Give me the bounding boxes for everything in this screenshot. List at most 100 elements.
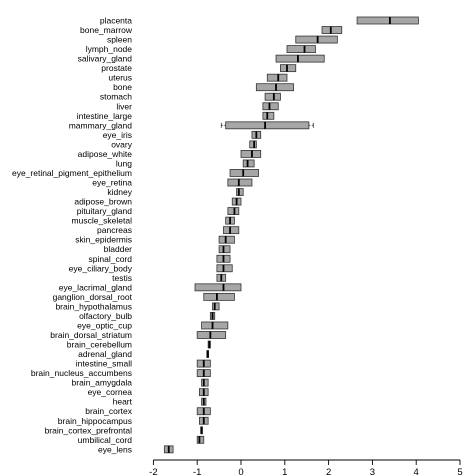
iqr-box (227, 207, 240, 216)
category-label: eye_lacrimal_gland (59, 282, 133, 292)
category-label: olfactory_bulb (79, 311, 132, 321)
category-label: adrenal_gland (78, 349, 132, 359)
iqr-box (262, 111, 275, 120)
iqr-box (264, 92, 281, 101)
box-bone (255, 83, 294, 92)
category-label: mammary_gland (69, 120, 133, 130)
category-label: bone (113, 82, 132, 92)
box-intestine_small (196, 359, 211, 368)
box-heart (201, 397, 207, 406)
box-eye_iris (251, 130, 262, 139)
iqr-box (216, 264, 233, 273)
box-brain_hypothalamus (212, 302, 220, 311)
category-label: brain_cortex_prefrontal (45, 425, 133, 435)
category-label: skin_epidermis (75, 235, 132, 245)
iqr-box (286, 45, 316, 53)
box-prostate (280, 64, 297, 73)
iqr-box (236, 188, 244, 196)
category-label: pancreas (97, 225, 132, 235)
category-label: bone_marrow (80, 25, 133, 35)
category-label: adipose_brown (74, 197, 132, 207)
category-label: stomach (100, 92, 132, 102)
category-label: lung (116, 158, 132, 168)
iqr-box (223, 226, 240, 235)
iqr-box (203, 292, 235, 301)
category-label: ovary (111, 139, 133, 149)
category-label: brain_dorsal_striatum (50, 330, 132, 340)
iqr-box (240, 150, 262, 158)
category-label: muscle_skeletal (72, 216, 133, 226)
box-umbilical_cord (196, 435, 205, 444)
box-brain_cortex_prefrontal (200, 426, 203, 435)
iqr-box (249, 140, 257, 149)
box-spleen (295, 35, 338, 44)
box-brain_dorsal_striatum (196, 331, 227, 339)
category-label: eye_lens (98, 444, 132, 454)
category-label: placenta (100, 16, 132, 26)
box-spinal_cord (216, 254, 231, 263)
iqr-box (275, 54, 325, 63)
category-label: pituitary_gland (77, 206, 133, 216)
box-olfactory_bulb (209, 312, 216, 320)
box-mammary_gland (220, 121, 314, 130)
category-label: bladder (104, 244, 133, 254)
x-tick-label: 0 (238, 467, 243, 476)
box-brain_cerebellum (207, 340, 211, 349)
category-label: spleen (107, 35, 132, 45)
box-eye_cornea (198, 388, 209, 397)
box-skin_epidermis (218, 235, 235, 244)
category-label: kidney (107, 187, 132, 197)
box-ganglion_dorsal_root (203, 292, 235, 301)
box-eye_optic_cup (201, 321, 229, 330)
category-label: testis (112, 273, 132, 283)
category-label: liver (116, 101, 132, 111)
iqr-box (218, 235, 235, 244)
category-label: uterus (108, 73, 132, 83)
x-tick-label: 4 (414, 467, 419, 476)
iqr-box (225, 121, 310, 130)
box-ovary (249, 140, 257, 149)
iqr-box (280, 64, 297, 73)
box-salivary_gland (275, 54, 325, 63)
iqr-box (266, 73, 288, 82)
plot-area (163, 16, 419, 454)
box-brain_nucleus_accumbens (196, 369, 211, 378)
iqr-box (201, 378, 209, 387)
category-label: brain_cortex (85, 406, 133, 416)
x-axis: -2 -1 0 1 2 3 4 5 (149, 459, 463, 476)
category-label: brain_hippocampus (58, 416, 132, 426)
iqr-box (262, 102, 279, 111)
box-pituitary_gland (227, 207, 240, 216)
box-pancreas (223, 226, 240, 235)
iqr-box (201, 321, 229, 330)
category-label: lymph_node (86, 44, 133, 54)
x-tick-label: 2 (326, 467, 331, 476)
box-lung (242, 159, 255, 168)
category-label: eye_retinal_pigment_epithelium (12, 168, 132, 178)
box-bone_marrow (321, 26, 343, 34)
box-eye_ciliary_body (216, 264, 233, 273)
category-label: eye_retina (92, 178, 132, 188)
box-uterus (266, 73, 288, 82)
category-label: spinal_cord (89, 254, 133, 264)
x-tick-label: -2 (149, 467, 157, 476)
box-testis (216, 273, 227, 282)
box-liver (262, 102, 279, 111)
x-tick-label: 5 (457, 467, 462, 476)
category-label: brain_amygdala (72, 378, 133, 388)
box-muscle_skeletal (225, 216, 235, 225)
box-adrenal_gland (206, 350, 209, 358)
box-brain_hippocampus (198, 416, 209, 425)
iqr-box (212, 302, 220, 311)
box-eye_lens (163, 445, 174, 454)
category-label: eye_ciliary_body (69, 263, 133, 273)
category-label: intestine_small (76, 359, 132, 369)
x-tick-label: -1 (193, 467, 201, 476)
category-label: umbilical_cord (78, 435, 133, 445)
box-eye_lacrimal_gland (194, 283, 242, 292)
iqr-box (229, 169, 259, 177)
iqr-box (196, 435, 205, 444)
iqr-box (255, 83, 294, 92)
box-placenta (356, 16, 419, 25)
